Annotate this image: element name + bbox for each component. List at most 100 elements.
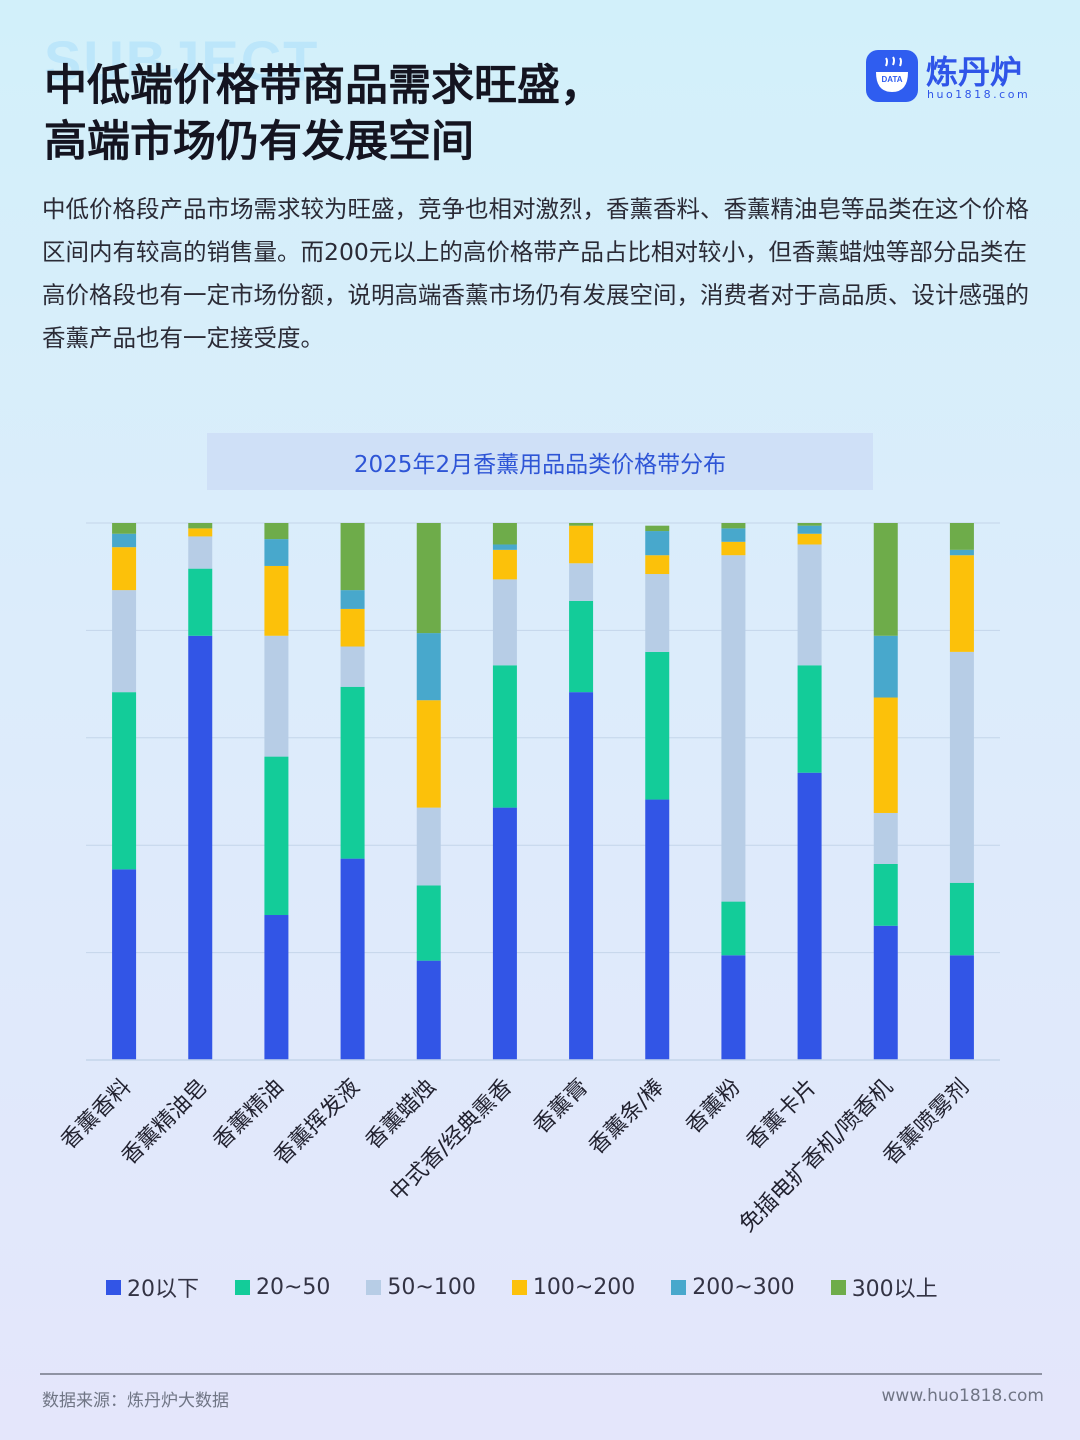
x-tick-label: 香薰精油 [209, 1075, 289, 1155]
bar-segment [721, 901, 746, 956]
bar-segment [112, 590, 137, 693]
bar-stack [949, 523, 974, 1060]
bar-segment [721, 541, 746, 556]
bar-segment [264, 635, 289, 757]
x-tick-label: 香薰卡片 [742, 1075, 822, 1155]
bar-segment [797, 533, 822, 545]
legend-item: 20以下 [106, 1271, 199, 1303]
legend-item: 100~200 [511, 1274, 636, 1300]
bar-segment [721, 528, 746, 542]
x-tick-label: 免插电扩香机/喷香机 [735, 1075, 898, 1238]
bar-stack [492, 523, 517, 1060]
bar-stack [264, 523, 289, 1060]
bar-segment [569, 525, 594, 564]
legend-swatch [106, 1279, 121, 1295]
legend-label: 200~300 [692, 1274, 795, 1300]
bar-segment [264, 523, 289, 540]
bar-segment [188, 536, 213, 569]
bar-stack [873, 523, 898, 1060]
bar-segment [340, 686, 365, 859]
legend-label: 300以上 [851, 1277, 938, 1302]
bar-segment [492, 544, 517, 550]
legend-swatch [235, 1279, 250, 1295]
logo-name: 炼丹炉 [926, 53, 1023, 91]
bar-segment [949, 882, 974, 956]
bar-stack [721, 523, 746, 1060]
bar-segment [188, 523, 213, 529]
bar-segment [416, 960, 441, 1060]
bar-segment [949, 549, 974, 556]
page-title: 中低端价格带商品需求旺盛， 高端市场仍有发展空间 [44, 58, 603, 170]
bar-segment [416, 885, 441, 961]
bar-segment [340, 590, 365, 609]
bar-stack [569, 523, 594, 1060]
bar-segment [112, 523, 137, 534]
bar-segment [492, 579, 517, 666]
bar-segment [340, 646, 365, 687]
bar-segment [112, 547, 137, 591]
bar-segment [569, 563, 594, 601]
bar-segment [721, 555, 746, 902]
bar-segment [340, 608, 365, 647]
bar-segment [721, 523, 746, 529]
legend-item: 20~50 [235, 1275, 330, 1300]
bar-segment [873, 863, 898, 926]
data-source: 数据来源：炼丹炉大数据 [42, 1391, 229, 1411]
bar-segment [873, 925, 898, 1060]
chart-legend: 20以下 20~50 50~100 100~200 200~300 300以上 [106, 1270, 986, 1304]
bar-segment [797, 665, 822, 773]
bar-stack [112, 523, 137, 1060]
bar-stack [416, 523, 441, 1060]
bar-segment [492, 665, 517, 808]
bar-segment [188, 635, 213, 1060]
x-tick-label: 香薰粉 [681, 1075, 745, 1139]
bar-segment [492, 549, 517, 580]
bar-segment [416, 700, 441, 808]
bar-segment [188, 528, 213, 537]
bar-segment [645, 555, 670, 575]
footer-divider [40, 1373, 1042, 1375]
chart-title-box: 2025年2月香薰用品品类价格带分布 [207, 433, 873, 490]
bar-segment [645, 799, 670, 1060]
bar-segment [188, 568, 213, 636]
bar-segment [873, 635, 898, 698]
bar-segment [416, 807, 441, 886]
watermark-text: SUBJECT [44, 29, 320, 92]
legend-swatch [671, 1279, 687, 1295]
legend-swatch [366, 1279, 382, 1295]
bar-segment [416, 633, 441, 701]
x-tick-label: 香薰香料 [56, 1075, 136, 1155]
bar-segment [569, 600, 594, 693]
bar-segment [569, 523, 594, 526]
legend-label: 100~200 [532, 1274, 636, 1300]
logo-url: huo1818.com [927, 88, 1031, 101]
bar-segment [949, 955, 974, 1060]
legend-label: 20~50 [256, 1274, 331, 1300]
legend-item: 200~300 [671, 1274, 795, 1300]
bar-segment [569, 692, 594, 1060]
legend-swatch [830, 1279, 846, 1295]
bar-segment [721, 955, 746, 1060]
bar-segment [797, 523, 822, 526]
bar-segment [264, 539, 289, 566]
bar-segment [264, 565, 289, 636]
legend-label: 20以下 [127, 1277, 199, 1302]
bar-stack [340, 523, 365, 1060]
legend-label: 50~100 [387, 1274, 476, 1300]
chart-title: 2025年2月香薰用品品类价格带分布 [353, 451, 727, 478]
bar-segment [340, 523, 365, 591]
bar-stack [188, 523, 213, 1060]
brand-logo: DATA 炼丹炉 huo1818.com [866, 50, 1046, 102]
bar-stack [797, 523, 822, 1060]
legend-item: 300以上 [830, 1271, 938, 1303]
footer-website: www.huo1818.com [881, 1386, 1044, 1406]
bar-segment [949, 555, 974, 652]
gridlines [86, 522, 1000, 954]
logo-badge-text: DATA [881, 75, 902, 84]
bar-segment [797, 525, 822, 534]
bar-segment [492, 523, 517, 545]
bar-segment [416, 523, 441, 634]
bar-segment [112, 869, 137, 1060]
x-tick-label: 香薰蜡烛 [361, 1075, 441, 1155]
